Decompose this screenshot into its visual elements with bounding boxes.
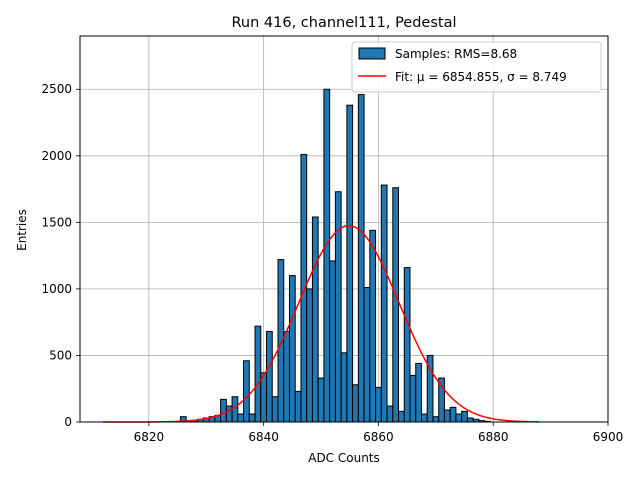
x-tick-label: 6840 [248, 430, 279, 444]
histogram-bar [266, 330, 273, 423]
histogram-bar [294, 390, 302, 423]
gaussian-fit-curve [102, 224, 540, 423]
x-tick-label: 6880 [478, 430, 509, 444]
histogram-bar [288, 275, 296, 423]
y-tick-label: 2000 [41, 149, 72, 163]
histogram-bar [340, 352, 348, 423]
histogram-bar [225, 405, 233, 423]
histogram-bar [461, 410, 468, 423]
legend-samples-label: Samples: RMS=8.68 [395, 47, 517, 61]
histogram-bar [443, 409, 451, 423]
histogram-bar [415, 362, 422, 423]
legend-box [351, 41, 602, 93]
histogram-bar [243, 360, 250, 423]
x-axis-label: ADC Counts [308, 451, 380, 465]
histogram-bar [363, 287, 371, 423]
histogram-bar [220, 398, 227, 423]
chart-title: Run 416, channel111, Pedestal [231, 15, 456, 31]
histogram-bar [311, 216, 319, 423]
legend: Samples: RMS=8.68 Fit: μ = 6854.855, σ =… [351, 41, 602, 93]
histogram-bar [375, 386, 382, 423]
axis-ticks: 6820 6840 6860 6880 6900 0 500 1000 1500 2000 2500 [41, 82, 623, 444]
histogram-bar [323, 88, 331, 423]
histogram-bar [300, 153, 308, 423]
legend-fit-label: Fit: μ = 6854.855, σ = 8.749 [395, 70, 567, 84]
y-tick-label: 1500 [41, 215, 72, 229]
histogram-bar [352, 384, 359, 423]
histogram-bar [409, 374, 417, 423]
y-axis-label: Entries [15, 209, 29, 251]
histogram-bar [254, 325, 262, 423]
plot-frame [79, 35, 609, 423]
histogram-bar [334, 191, 342, 423]
y-tick-label: 500 [49, 348, 72, 362]
histogram-bar [357, 94, 365, 423]
y-tick-label: 1000 [41, 282, 72, 296]
y-tick-label: 2500 [41, 82, 72, 96]
histogram-bar [392, 187, 400, 423]
histogram-bar [455, 413, 463, 423]
x-tick-label: 6900 [593, 430, 624, 444]
histogram-bar [231, 396, 239, 423]
y-tick-label: 0 [64, 415, 72, 429]
histogram-bar [369, 229, 377, 423]
histogram-bar [260, 372, 268, 423]
x-tick-label: 6820 [134, 430, 165, 444]
histogram-bar [420, 413, 428, 423]
histogram-bar [380, 184, 388, 423]
histogram-bar [432, 416, 440, 423]
histogram-bar [346, 104, 354, 423]
histogram-bar [398, 410, 405, 423]
fit-curve-layer [102, 224, 540, 423]
histogram-bar [317, 377, 325, 423]
histogram-bar [248, 413, 256, 423]
histogram-bar [329, 260, 336, 423]
legend-bar-swatch [358, 47, 386, 60]
histogram-bar [271, 396, 279, 423]
histogram-bar [237, 413, 245, 423]
histogram-bar [283, 330, 290, 423]
histogram-bar [466, 417, 474, 423]
x-tick-label: 6860 [363, 430, 394, 444]
histogram-bar [306, 288, 313, 423]
histogram-bar [403, 267, 411, 423]
histogram-bar [449, 406, 457, 423]
histogram-bar [386, 405, 394, 423]
